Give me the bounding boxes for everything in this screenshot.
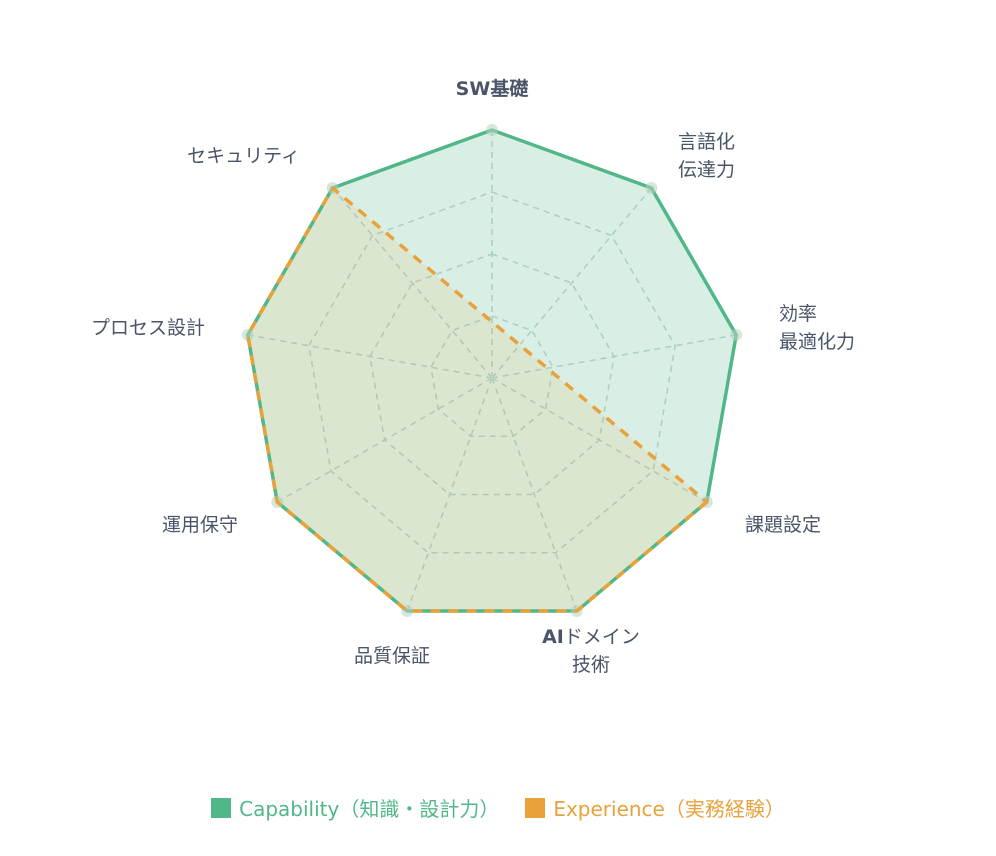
legend-item-capability[interactable]: Capability（知識・設計力）	[211, 793, 499, 822]
capability-swatch	[211, 797, 232, 818]
series-line	[246, 186, 709, 613]
grid-spoke	[247, 334, 493, 379]
legend-label-capability: Capability（知識・設計力）	[239, 797, 500, 821]
grid-spoke	[332, 187, 493, 379]
axis-label: 言語化伝達力	[678, 131, 735, 181]
axis-label: AIドメイン技術	[542, 626, 640, 676]
data-point[interactable]	[730, 328, 743, 341]
grid-spoke	[491, 334, 737, 379]
legend-item-experience[interactable]: Experience（実務経験）	[525, 793, 785, 822]
axis-label: 課題設定	[745, 514, 821, 536]
grid-ring	[430, 315, 554, 438]
data-point[interactable]	[486, 124, 498, 136]
experience-swatch	[525, 797, 546, 818]
data-point[interactable]	[241, 328, 254, 341]
axis-label: 効率最適化力	[779, 303, 855, 353]
axis-label: 運用保守	[162, 514, 238, 536]
axis-label: プロセス設計	[91, 317, 205, 339]
axis-label: 品質保証	[354, 645, 430, 667]
legend-label-experience: Experience（実務経験）	[553, 797, 785, 821]
grid-spoke	[276, 377, 493, 503]
series-fill	[247, 130, 737, 612]
grid-spoke	[491, 377, 708, 503]
grid-spoke	[406, 377, 493, 612]
grid-spoke	[491, 187, 652, 379]
data-point[interactable]	[645, 182, 658, 195]
axis-label: セキュリティ	[187, 145, 300, 167]
grid-ring	[308, 191, 676, 554]
chart-legend: Capability（知識・設計力） Experience（実務経験）	[0, 793, 996, 822]
axis-label: SW基礎	[456, 77, 529, 100]
center-point	[489, 375, 495, 381]
grid-spoke	[491, 377, 578, 612]
radar-series	[241, 124, 743, 618]
series-fill	[247, 188, 707, 612]
